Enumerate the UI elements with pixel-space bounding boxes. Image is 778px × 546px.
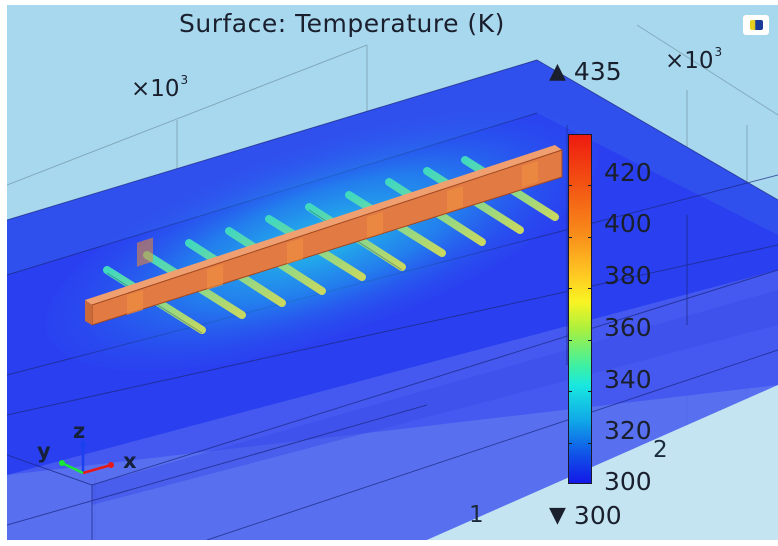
triad-label-y: y: [37, 439, 51, 463]
legend-max-value: 435: [573, 57, 622, 86]
legend-tick-360: 360: [604, 313, 652, 342]
triangle-up-icon: ▲: [549, 58, 566, 84]
busbar: [85, 145, 563, 326]
triangle-down-icon: ▼: [549, 502, 566, 528]
legend-tick-340: 340: [604, 365, 652, 394]
axis-tick-2: 2: [653, 437, 668, 463]
legend-max: ▲ 435: [549, 59, 622, 84]
scale-factor-left: ×103: [131, 73, 189, 102]
legend-tick-320: 320: [604, 416, 652, 445]
plot-title: Surface: Temperature (K): [179, 9, 505, 38]
scale-factor-right: ×103: [665, 45, 723, 74]
triad-label-z: z: [73, 419, 86, 443]
graphics-viewport[interactable]: Surface: Temperature (K) ×103 ×103 z y x…: [7, 5, 778, 540]
color-legend-bar: [568, 134, 592, 484]
axis-triad: [59, 439, 114, 475]
triad-label-x: x: [123, 449, 137, 473]
comsol-logo-icon: [743, 15, 769, 35]
background-lower-right: [427, 385, 778, 540]
legend-min-value: 300: [573, 501, 622, 530]
legend-min: ▼ 300: [549, 503, 622, 528]
axis-tick-1: 1: [469, 502, 484, 528]
legend-tick-400: 400: [604, 209, 652, 238]
legend-tick-300: 300: [604, 467, 652, 496]
legend-tick-380: 380: [604, 261, 652, 290]
legend-tick-420: 420: [604, 158, 652, 187]
